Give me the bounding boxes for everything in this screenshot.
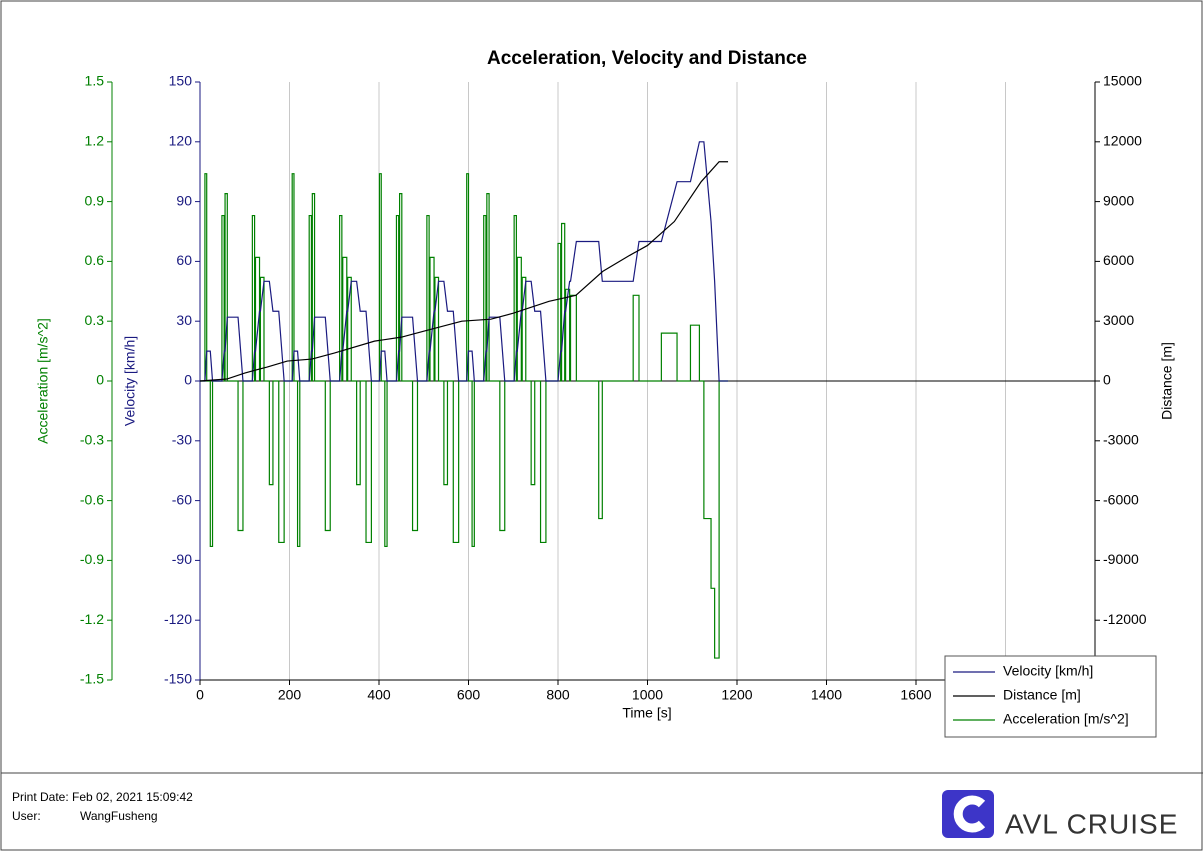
y3-tick-label: -3000 xyxy=(1103,432,1139,448)
y-tick-label: 150 xyxy=(169,73,193,89)
legend-label: Acceleration [m/s^2] xyxy=(1003,711,1129,727)
y2-axis-label: Acceleration [m/s^2] xyxy=(35,318,51,444)
y3-tick-label: 9000 xyxy=(1103,192,1134,208)
brand-logo xyxy=(942,790,994,838)
x-tick-label: 1600 xyxy=(900,687,931,703)
y-axis-label: Velocity [km/h] xyxy=(122,336,138,426)
x-tick-label: 400 xyxy=(367,687,391,703)
y-tick-label: -120 xyxy=(164,611,192,627)
y-tick-label: 90 xyxy=(176,192,192,208)
y2-tick-label: 0 xyxy=(96,372,104,388)
y-tick-label: 30 xyxy=(176,312,192,328)
y-tick-label: -60 xyxy=(172,491,192,507)
x-tick-label: 800 xyxy=(546,687,570,703)
y3-tick-label: 12000 xyxy=(1103,133,1142,149)
y-tick-label: 0 xyxy=(184,372,192,388)
legend-label: Distance [m] xyxy=(1003,687,1081,703)
y2-tick-label: 0.9 xyxy=(85,192,105,208)
y3-tick-label: 15000 xyxy=(1103,73,1142,89)
y2-tick-label: -0.9 xyxy=(80,551,104,567)
legend: Velocity [km/h] Distance [m] Acceleration … xyxy=(944,655,1157,738)
y-tick-label: -150 xyxy=(164,671,192,687)
x-tick-label: 200 xyxy=(278,687,302,703)
y-tick-label: -30 xyxy=(172,432,192,448)
x-tick-label: 1400 xyxy=(811,687,842,703)
y3-axis-label: Distance [m] xyxy=(1159,342,1175,420)
y3-tick-label: -6000 xyxy=(1103,491,1139,507)
x-tick-label: 1200 xyxy=(721,687,752,703)
x-tick-label: 600 xyxy=(457,687,481,703)
y2-tick-label: 1.5 xyxy=(85,73,105,89)
brand-name: AVL CRUISE xyxy=(1005,808,1178,839)
series-line xyxy=(200,141,729,382)
y2-tick-label: 0.6 xyxy=(85,252,105,268)
y3-tick-label: 6000 xyxy=(1103,252,1134,268)
y3-tick-label: 0 xyxy=(1103,372,1111,388)
y2-tick-label: 0.3 xyxy=(85,312,105,328)
y3-tick-label: 3000 xyxy=(1103,312,1134,328)
user-name: WangFusheng xyxy=(80,809,158,823)
y2-tick-label: -1.5 xyxy=(80,671,104,687)
series-line xyxy=(199,161,729,382)
logo-c xyxy=(953,795,986,833)
y2-tick-label: -0.3 xyxy=(80,432,104,448)
user-label: User: xyxy=(12,809,41,823)
plot: 0200400600800100012001400160018002000-15… xyxy=(80,73,1157,738)
chart-title: Acceleration, Velocity and Distance xyxy=(487,48,807,69)
y3-tick-label: -12000 xyxy=(1103,611,1147,627)
y-tick-label: -90 xyxy=(172,551,192,567)
legend-label: Velocity [km/h] xyxy=(1003,663,1093,679)
y2-tick-label: -0.6 xyxy=(80,491,104,507)
x-tick-label: 0 xyxy=(196,687,204,703)
print-date: Print Date: Feb 02, 2021 15:09:42 xyxy=(12,790,193,804)
y-tick-label: 120 xyxy=(169,133,193,149)
y3-tick-label: -9000 xyxy=(1103,551,1139,567)
x-axis-label: Time [s] xyxy=(622,705,671,721)
x-tick-label: 1000 xyxy=(632,687,663,703)
y2-tick-label: 1.2 xyxy=(85,133,105,149)
y2-tick-label: -1.2 xyxy=(80,611,104,627)
y-tick-label: 60 xyxy=(176,252,192,268)
